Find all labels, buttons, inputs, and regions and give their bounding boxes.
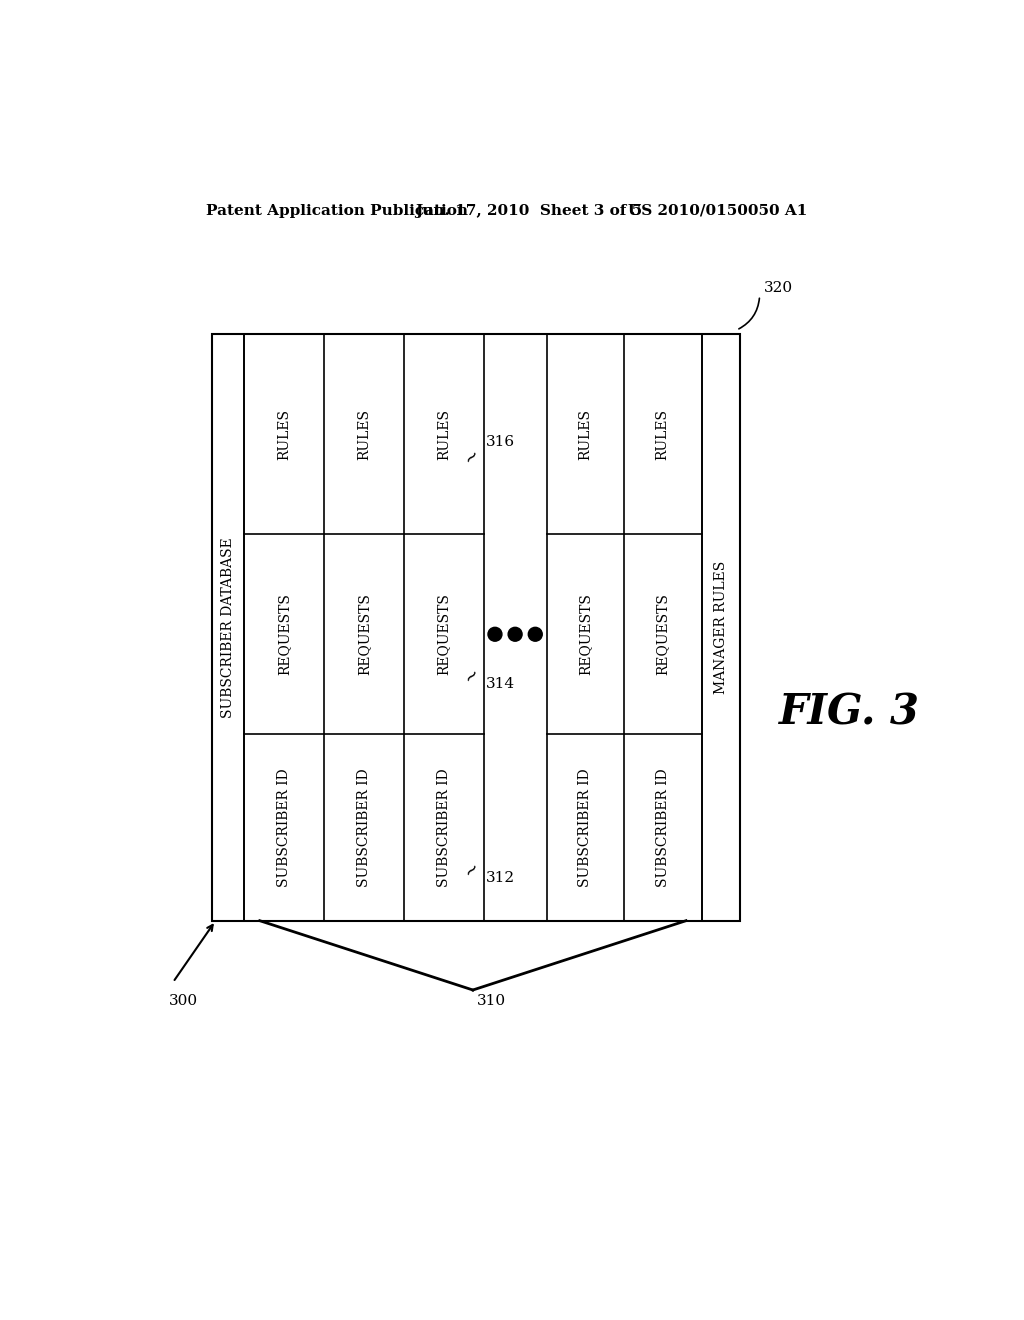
Text: 310: 310 <box>477 994 506 1008</box>
Text: ∼: ∼ <box>461 665 483 688</box>
Text: RULES: RULES <box>579 409 592 459</box>
Text: 300: 300 <box>169 994 199 1008</box>
Text: REQUESTS: REQUESTS <box>655 593 670 676</box>
Text: RULES: RULES <box>437 409 451 459</box>
Text: SUBSCRIBER ID: SUBSCRIBER ID <box>278 768 291 887</box>
Text: FIG. 3: FIG. 3 <box>779 692 920 734</box>
Text: RULES: RULES <box>655 409 670 459</box>
Text: REQUESTS: REQUESTS <box>579 593 592 676</box>
Text: SUBSCRIBER ID: SUBSCRIBER ID <box>655 768 670 887</box>
Text: ∼: ∼ <box>461 445 483 469</box>
Circle shape <box>508 627 522 642</box>
Text: MANAGER RULES: MANAGER RULES <box>714 561 728 694</box>
Text: RULES: RULES <box>278 409 291 459</box>
Text: Jun. 17, 2010  Sheet 3 of 5: Jun. 17, 2010 Sheet 3 of 5 <box>415 203 642 218</box>
Text: SUBSCRIBER DATABASE: SUBSCRIBER DATABASE <box>221 537 234 718</box>
Text: 320: 320 <box>764 281 793 294</box>
Text: REQUESTS: REQUESTS <box>357 593 371 676</box>
Text: REQUESTS: REQUESTS <box>278 593 291 676</box>
Text: SUBSCRIBER ID: SUBSCRIBER ID <box>357 768 371 887</box>
Text: ∼: ∼ <box>461 858 483 882</box>
Bar <box>212 334 740 921</box>
Text: RULES: RULES <box>357 409 371 459</box>
Text: SUBSCRIBER ID: SUBSCRIBER ID <box>437 768 451 887</box>
Text: REQUESTS: REQUESTS <box>437 593 451 676</box>
Circle shape <box>488 627 502 642</box>
Text: 316: 316 <box>486 434 515 449</box>
Circle shape <box>528 627 543 642</box>
Text: 312: 312 <box>486 871 515 884</box>
Text: SUBSCRIBER ID: SUBSCRIBER ID <box>579 768 592 887</box>
Text: Patent Application Publication: Patent Application Publication <box>206 203 468 218</box>
Text: US 2010/0150050 A1: US 2010/0150050 A1 <box>628 203 807 218</box>
Text: 314: 314 <box>486 677 515 692</box>
